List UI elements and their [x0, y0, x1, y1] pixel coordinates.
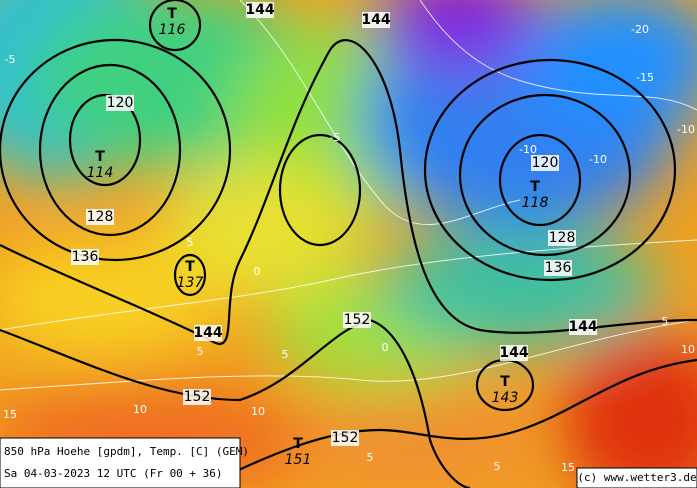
temperature-label: 5 — [494, 460, 501, 473]
credit-box — [576, 467, 697, 488]
temperature-label: 5 — [282, 348, 289, 361]
center-value: 137 — [177, 275, 204, 291]
label-bg — [106, 95, 134, 111]
temperature-label: -10 — [519, 143, 537, 156]
label-bg — [246, 2, 274, 18]
center-value: 118 — [522, 195, 549, 211]
height-label: 128 — [549, 230, 576, 246]
height-label: 144 — [361, 12, 390, 28]
label-bg — [500, 345, 528, 361]
height-label: 128 — [87, 209, 114, 225]
center-letter: T — [95, 149, 105, 165]
temperature-label: -15 — [636, 71, 654, 84]
center-letter: T — [500, 374, 510, 390]
label-bg — [569, 319, 597, 335]
temperature-label: 5 — [187, 236, 194, 249]
label-bg — [86, 209, 114, 225]
temperature-label: -20 — [631, 23, 649, 36]
temperature-label: -10 — [677, 123, 695, 136]
label-bg — [531, 155, 559, 171]
height-label: 144 — [499, 345, 528, 361]
label-bg — [331, 430, 359, 446]
temperature-label: -5 — [330, 131, 341, 144]
center-value: 151 — [285, 452, 312, 468]
caption-box — [0, 437, 241, 488]
center-letter: T — [293, 436, 303, 452]
temperature-label: 15 — [3, 408, 17, 421]
temperature-label: 5 — [367, 451, 374, 464]
temperature-label: 15 — [561, 461, 575, 474]
height-label: 144 — [193, 325, 222, 341]
temperature-label: 10 — [251, 405, 265, 418]
center-letter: T — [530, 179, 540, 195]
credit: (c) www.wetter3.de — [577, 471, 696, 484]
height-label: 152 — [344, 312, 371, 328]
temperature-label: 0 — [254, 265, 261, 278]
center-value: 116 — [159, 22, 186, 38]
height-label: 136 — [545, 260, 572, 276]
label-bg — [548, 230, 576, 246]
caption-line: 850 hPa Hoehe [gpdm], Temp. [C] (GEM) — [4, 445, 249, 458]
height-label: 120 — [107, 95, 134, 111]
center-letter: T — [167, 6, 177, 22]
center-value: 143 — [492, 390, 519, 406]
height-label: 144 — [245, 2, 274, 18]
height-label: 152 — [332, 430, 359, 446]
temperature-label: 5 — [662, 315, 669, 328]
temperature-label: 0 — [382, 341, 389, 354]
center-value: 114 — [87, 165, 114, 181]
height-label: 152 — [184, 389, 211, 405]
height-label: 120 — [532, 155, 559, 171]
label-bg — [71, 249, 99, 265]
temperature-label: -5 — [5, 53, 16, 66]
height-label: 144 — [568, 319, 597, 335]
temperature-label: 10 — [681, 343, 695, 356]
temperature-label: 10 — [133, 403, 147, 416]
caption-line: Sa 04-03-2023 12 UTC (Fr 00 + 36) — [4, 467, 223, 480]
isotherms — [0, 0, 697, 391]
temperature-label: 5 — [197, 345, 204, 358]
label-bg — [183, 389, 211, 405]
height-label: 136 — [72, 249, 99, 265]
label-bg — [194, 325, 222, 341]
temperature-label: -10 — [589, 153, 607, 166]
center-letter: T — [185, 259, 195, 275]
label-bg — [362, 12, 390, 28]
label-bg — [544, 260, 572, 276]
label-bg — [343, 312, 371, 328]
